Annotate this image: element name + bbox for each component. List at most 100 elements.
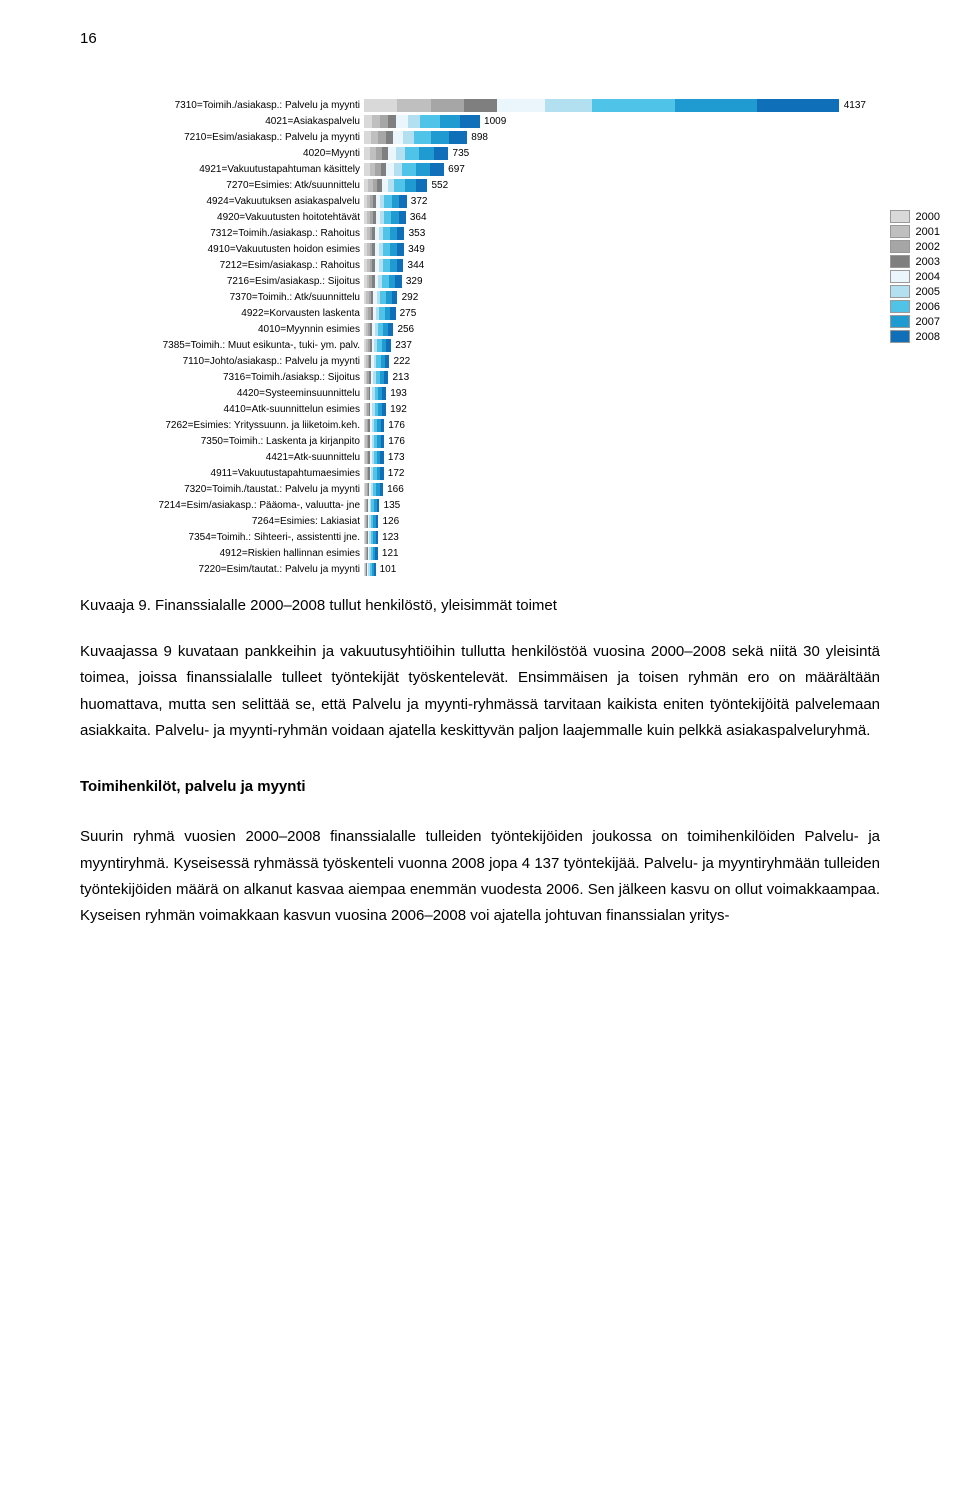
value-label: 135 — [380, 500, 401, 511]
chart-row: 4920=Vakuutusten hoitotehtävät364 — [80, 210, 866, 225]
legend-swatch — [890, 285, 910, 298]
chart-row: 7212=Esim/asiakasp.: Rahoitus344 — [80, 258, 866, 273]
stacked-bar — [364, 179, 427, 192]
legend-year-label: 2007 — [916, 316, 940, 328]
stacked-bar — [364, 291, 398, 304]
stacked-bar — [364, 147, 449, 160]
chart-row: 4420=Systeeminsuunnittelu 193 — [80, 386, 866, 401]
category-label: 7262=Esimies: Yrityssuunn. ja liiketoim.… — [80, 420, 364, 431]
legend-item: 2004 — [890, 270, 940, 283]
legend-year-label: 2008 — [916, 331, 940, 343]
value-label: 123 — [378, 532, 399, 543]
chart-row: 7385=Toimih.: Muut esikunta-, tuki- ym. … — [80, 338, 866, 353]
legend-year-label: 2002 — [916, 241, 940, 253]
chart-row: 4911=Vakuutustapahtumaesimies172 — [80, 466, 866, 481]
chart-row: 7320=Toimih./taustat.: Palvelu ja myynti… — [80, 482, 866, 497]
value-label: 101 — [376, 564, 397, 575]
stacked-bar — [364, 227, 405, 240]
category-label: 4010=Myynnin esimies — [80, 324, 364, 335]
stacked-bar — [364, 403, 386, 416]
chart-row: 7216=Esim/asiakasp.: Sijoitus329 — [80, 274, 866, 289]
value-label: 697 — [444, 164, 465, 175]
legend-year-label: 2000 — [916, 211, 940, 223]
value-label: 898 — [467, 132, 488, 143]
stacked-bar — [364, 355, 390, 368]
value-label: 172 — [384, 468, 405, 479]
stacked-bar — [364, 467, 384, 480]
chart-row: 4020=Myynti735 — [80, 146, 866, 161]
value-label: 193 — [386, 388, 407, 399]
value-label: 372 — [407, 196, 428, 207]
chart-row: 7220=Esim/tautat.: Palvelu ja myynti 101 — [80, 562, 866, 577]
chart-row: 4021=Asiakaspalvelu 1009 — [80, 114, 866, 129]
stacked-bar — [364, 339, 391, 352]
category-label: 7310=Toimih./asiakasp.: Palvelu ja myynt… — [80, 100, 364, 111]
stacked-bar — [364, 99, 840, 112]
value-label: 192 — [386, 404, 407, 415]
stacked-bar — [364, 371, 388, 384]
stacked-bar — [364, 211, 406, 224]
legend-swatch — [890, 240, 910, 253]
category-label: 7354=Toimih.: Sihteeri-, assistentti jne… — [80, 532, 364, 543]
category-label: 4912=Riskien hallinnan esimies — [80, 548, 364, 559]
chart-row: 7370=Toimih.: Atk/suunnittelu292 — [80, 290, 866, 305]
chart-legend: 2000 2001 2002 2003 2004 2005 2006 2007 2008 — [890, 210, 940, 343]
legend-item: 2000 — [890, 210, 940, 223]
value-label: 176 — [384, 436, 405, 447]
category-label: 7312=Toimih./asiakasp.: Rahoitus — [80, 228, 364, 239]
stacked-bar — [364, 115, 480, 128]
stacked-bar — [364, 419, 384, 432]
legend-year-label: 2005 — [916, 286, 940, 298]
subheading: Toimihenkilöt, palvelu ja myynti — [80, 774, 880, 800]
chart-row: 7312=Toimih./asiakasp.: Rahoitus353 — [80, 226, 866, 241]
stacked-bar — [364, 563, 376, 576]
legend-item: 2008 — [890, 330, 940, 343]
category-label: 7350=Toimih.: Laskenta ja kirjanpito — [80, 436, 364, 447]
category-label: 7212=Esim/asiakasp.: Rahoitus — [80, 260, 364, 271]
stacked-bar — [364, 515, 378, 528]
chart-row: 7110=Johto/asiakasp.: Palvelu ja myynti2… — [80, 354, 866, 369]
value-label: 349 — [404, 244, 425, 255]
stacked-bar — [364, 451, 384, 464]
legend-item: 2003 — [890, 255, 940, 268]
paragraph-2: Suurin ryhmä vuosien 2000–2008 finanssia… — [80, 824, 880, 929]
chart-row: 4910=Vakuutusten hoidon esimies 349 — [80, 242, 866, 257]
chart-row: 7214=Esim/asiakasp.: Pääoma-, valuutta- … — [80, 498, 866, 513]
legend-year-label: 2006 — [916, 301, 940, 313]
stacked-bar — [364, 483, 383, 496]
stacked-bar — [364, 387, 386, 400]
value-label: 173 — [384, 452, 405, 463]
legend-item: 2007 — [890, 315, 940, 328]
value-label: 256 — [393, 324, 414, 335]
stacked-bar — [364, 259, 404, 272]
value-label: 176 — [384, 420, 405, 431]
chart-row: 7270=Esimies: Atk/suunnittelu552 — [80, 178, 866, 193]
value-label: 1009 — [480, 116, 506, 127]
value-label: 121 — [378, 548, 399, 559]
legend-swatch — [890, 300, 910, 313]
value-label: 166 — [383, 484, 404, 495]
chart-row: 4421=Atk-suunnittelu 173 — [80, 450, 866, 465]
category-label: 4420=Systeeminsuunnittelu — [80, 388, 364, 399]
category-label: 7370=Toimih.: Atk/suunnittelu — [80, 292, 364, 303]
category-label: 4910=Vakuutusten hoidon esimies — [80, 244, 364, 255]
category-label: 7320=Toimih./taustat.: Palvelu ja myynti — [80, 484, 364, 495]
stacked-bar — [364, 307, 396, 320]
legend-swatch — [890, 225, 910, 238]
stacked-bar — [364, 275, 402, 288]
legend-swatch — [890, 330, 910, 343]
chart-row: 4921=Vakuutustapahtuman käsittely697 — [80, 162, 866, 177]
chart-row: 7316=Toimih./asiaksp.: Sijoitus213 — [80, 370, 866, 385]
category-label: 4021=Asiakaspalvelu — [80, 116, 364, 127]
chart-row: 4924=Vakuutuksen asiakaspalvelu372 — [80, 194, 866, 209]
legend-year-label: 2001 — [916, 226, 940, 238]
category-label: 7220=Esim/tautat.: Palvelu ja myynti — [80, 564, 364, 575]
chart-row: 4922=Korvausten laskenta275 — [80, 306, 866, 321]
category-label: 4421=Atk-suunnittelu — [80, 452, 364, 463]
body-text: Kuvaajassa 9 kuvataan pankkeihin ja vaku… — [80, 639, 880, 929]
value-label: 275 — [396, 308, 417, 319]
stacked-bar — [364, 131, 467, 144]
chart-row: 4410=Atk-suunnittelun esimies192 — [80, 402, 866, 417]
legend-year-label: 2004 — [916, 271, 940, 283]
chart-row: 4010=Myynnin esimies 256 — [80, 322, 866, 337]
